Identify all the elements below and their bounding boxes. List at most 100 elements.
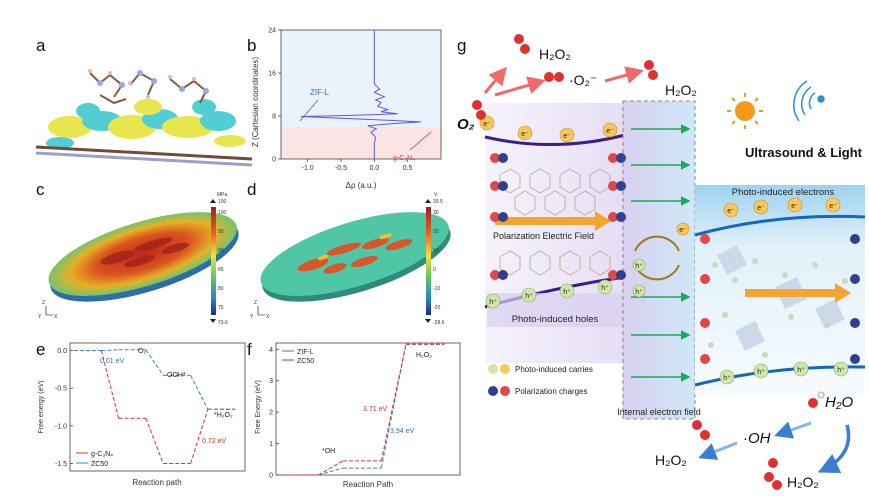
- svg-text:H₂O₂: H₂O₂: [787, 474, 819, 490]
- internal-field-label: Internal electron field: [617, 407, 701, 417]
- y-tick-label: 16: [268, 71, 276, 78]
- svg-text:g-C₃N₄: g-C₃N₄: [91, 451, 113, 458]
- svg-text:h⁺: h⁺: [837, 367, 845, 374]
- bottom-reactions: H₂O ·OH H₂O₂ H₂O₂: [655, 391, 854, 490]
- transition-line: [145, 418, 164, 464]
- svg-text:H₂O₂: H₂O₂: [665, 82, 697, 98]
- svg-text:e⁻: e⁻: [829, 203, 837, 210]
- svg-text:e⁻: e⁻: [483, 121, 491, 128]
- h2o2-annotation: *H₂O₂: [214, 412, 233, 419]
- svg-text:e⁻: e⁻: [727, 208, 735, 215]
- y-tick-label: 24: [268, 28, 276, 35]
- gcn-region: [281, 127, 441, 159]
- svg-text:X: X: [54, 314, 58, 320]
- carrier-markers: e⁻ e⁻ e⁻ e⁻ e⁻ e⁻ e⁻ e⁻ e⁻ h⁺ h⁺ h⁺ h⁺ h⁺ h⁺ h⁺…: [479, 115, 860, 385]
- panel-f-chart: Free Energy (eV) Reaction Path 0 1 2 3 4 *OH…: [255, 342, 461, 489]
- transition-line: [190, 409, 209, 464]
- y-tick-label: -0.5: [55, 386, 67, 393]
- y-tick-label: 4: [269, 347, 273, 354]
- colorbar-tick-label: 30: [433, 210, 439, 216]
- y-tick-label: -1.5: [55, 461, 67, 468]
- cb-band-left: [484, 133, 626, 146]
- svg-text:H₂O: H₂O: [825, 394, 854, 411]
- svg-text:h⁺: h⁺: [635, 289, 643, 296]
- y-axis-label: Free Energy (eV): [255, 380, 262, 434]
- charge-density-structure-image: [35, 69, 253, 167]
- svg-text:ZIF-L: ZIF-L: [297, 349, 314, 356]
- panel-label-b: b: [247, 36, 257, 55]
- y-tick-label: 0: [269, 473, 273, 480]
- svg-text:Y: Y: [250, 314, 254, 320]
- transition-line: [145, 349, 164, 376]
- panel-e-chart: Free energy (eV) Reaction path 0.0 -0.5 -1…: [38, 342, 246, 487]
- internal-field-region: [622, 100, 696, 420]
- panel-b-chart: Z (Cartesian coordinates) Δρ (a.u.) 0 8 16…: [251, 28, 442, 190]
- colorbar-tick-label: 75: [218, 305, 224, 311]
- y-axis-label: Free energy (eV): [38, 381, 45, 434]
- colorbar-tick-label: 0: [433, 267, 436, 273]
- colorbar-c-bottom: 73.6: [218, 320, 228, 326]
- stress-simulation-image: Z Y X: [38, 212, 239, 320]
- y-tick-label: 8: [272, 114, 276, 121]
- y-tick-label: 1: [269, 441, 273, 448]
- gcn-annotation: g-C₃N₄: [393, 155, 415, 162]
- sun-icon: [727, 93, 763, 129]
- transition-line: [318, 467, 344, 476]
- colorbar-tick-label: 10: [433, 248, 439, 254]
- svg-text:ZC50: ZC50: [297, 358, 314, 365]
- photo-holes-label: Photo-induced holes: [512, 314, 599, 325]
- transition-line: [101, 349, 119, 352]
- legend: g-C₃N₄ ZC50: [76, 451, 113, 468]
- svg-text:e⁻: e⁻: [757, 205, 765, 212]
- zif-l-region: [281, 30, 441, 127]
- x-tick-label: -1.0: [302, 165, 314, 172]
- colorbar-tick-label: 20: [433, 229, 439, 235]
- colorbar-tick-label: 80: [218, 286, 224, 292]
- xyz-triad: Z Y X: [38, 300, 58, 320]
- barrier-gcn: 0.72 eV: [202, 438, 226, 445]
- colorbar-tick-label: -10: [433, 286, 440, 292]
- cb-band-right: [694, 214, 866, 237]
- svg-text:ZC50: ZC50: [91, 461, 108, 468]
- colorbar-potential: V 39.5 30 20 10 0 -10 -20 -28.6: [425, 192, 445, 326]
- barrier-zc50: 3.71 eV: [363, 406, 387, 413]
- svg-text:e⁻: e⁻: [679, 227, 687, 234]
- panel-label-e: e: [36, 340, 46, 359]
- colorbar-d-bottom: -28.6: [433, 320, 445, 326]
- oh-annotation: *OH: [322, 448, 335, 455]
- y-tick-label: -1.0: [55, 423, 67, 430]
- transition-line: [380, 344, 407, 461]
- svg-text:h⁺: h⁺: [635, 263, 643, 270]
- polarization-field-label: Polarization Electric Field: [493, 231, 594, 241]
- svg-text:h⁺: h⁺: [757, 369, 765, 376]
- svg-text:Polarization charges: Polarization charges: [515, 387, 587, 396]
- transition-line: [190, 375, 209, 410]
- x-tick-label: 0.0: [369, 165, 379, 172]
- svg-text:h⁺: h⁺: [601, 285, 609, 292]
- svg-text:Z: Z: [254, 300, 257, 306]
- x-axis-label: Δρ (a.u.): [346, 181, 377, 190]
- polarization-arrow: [495, 217, 595, 225]
- potential-simulation-image: Z Y X: [250, 212, 451, 320]
- barrier-zc50: 0.01 eV: [100, 358, 124, 365]
- h2o2-annotation: H₂O₂: [416, 352, 432, 359]
- colorbar-stress: MPa 100 100 95 90 85 80 75 73.6: [210, 192, 228, 326]
- colorbar-c-top: 100: [218, 199, 227, 205]
- y-axis-label: Z (Cartesian coordinates): [251, 57, 260, 148]
- panel-label-d: d: [247, 180, 257, 199]
- gcn-arrow: [409, 131, 432, 151]
- colorbar-tick-label: 85: [218, 267, 224, 273]
- ultrasound-waves-icon: [793, 80, 825, 122]
- transition-line: [318, 460, 344, 476]
- charge-density-curve: [300, 30, 422, 159]
- svg-text:e⁻: e⁻: [521, 131, 529, 138]
- svg-text:h⁺: h⁺: [563, 289, 571, 296]
- y-tick-label: 0.0: [57, 348, 67, 355]
- x-tick-label: -0.5: [335, 165, 347, 172]
- svg-text:h⁺: h⁺: [489, 299, 497, 306]
- photo-electrons-label: Photo-induced electrons: [732, 187, 835, 198]
- svg-text:e⁻: e⁻: [791, 203, 799, 210]
- g-legend: Photo-induced carries Polarization charg…: [488, 364, 593, 396]
- colorbar-tick-label: -20: [433, 305, 440, 311]
- svg-text:Photo-induced carries: Photo-induced carries: [515, 365, 593, 374]
